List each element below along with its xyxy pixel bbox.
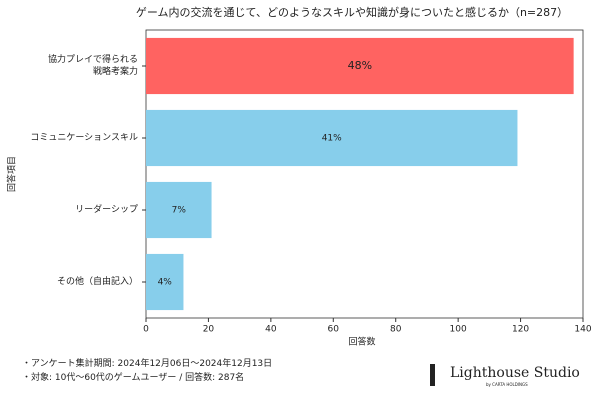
x-tick-label: 20 (203, 325, 215, 335)
y-tick-label: その他（自由記入） (56, 277, 138, 287)
bar (146, 37, 574, 95)
y-tick-label: リーダーシップ (75, 205, 138, 215)
plot-frame (145, 29, 584, 319)
value-label: 48% (348, 59, 372, 72)
x-tick-label: 100 (450, 325, 467, 335)
chart-title: ゲーム内の交流を通じて、どのようなスキルや知識が身についたと感じるか（n=287… (136, 5, 568, 19)
value-label: 41% (322, 134, 342, 144)
x-tick-label: 40 (265, 325, 277, 335)
logo-name: Lighthouse Studio (450, 365, 580, 381)
y-tick-label: 協力プレイで得られる 戦略考案力 (47, 55, 138, 77)
bar (146, 181, 212, 239)
x-tick-label: 0 (143, 325, 149, 335)
x-tick-label: 60 (328, 325, 340, 335)
value-label: 7% (172, 206, 187, 216)
x-tick-label: 120 (512, 325, 529, 335)
x-tick-label: 140 (574, 325, 591, 335)
footnote: ・対象: 10代〜60代のゲームユーザー / 回答数: 287名 (22, 373, 245, 383)
bar (146, 253, 184, 311)
value-label: 4% (158, 278, 173, 288)
x-axis-label: 回答数 (348, 336, 375, 348)
bar (146, 109, 518, 167)
logo-sub: by CARTA HOLDINGS (486, 382, 528, 387)
y-axis-label: 回答項目 (6, 156, 18, 192)
x-tick-label: 80 (390, 325, 402, 335)
logo-icon (430, 364, 435, 386)
footnote: ・アンケート集計期間: 2024年12月06日〜2024年12月13日 (22, 359, 273, 369)
y-tick-label: コミュニケーションスキル (30, 133, 138, 143)
logo: Lighthouse Studio by CARTA HOLDINGS (430, 364, 580, 387)
